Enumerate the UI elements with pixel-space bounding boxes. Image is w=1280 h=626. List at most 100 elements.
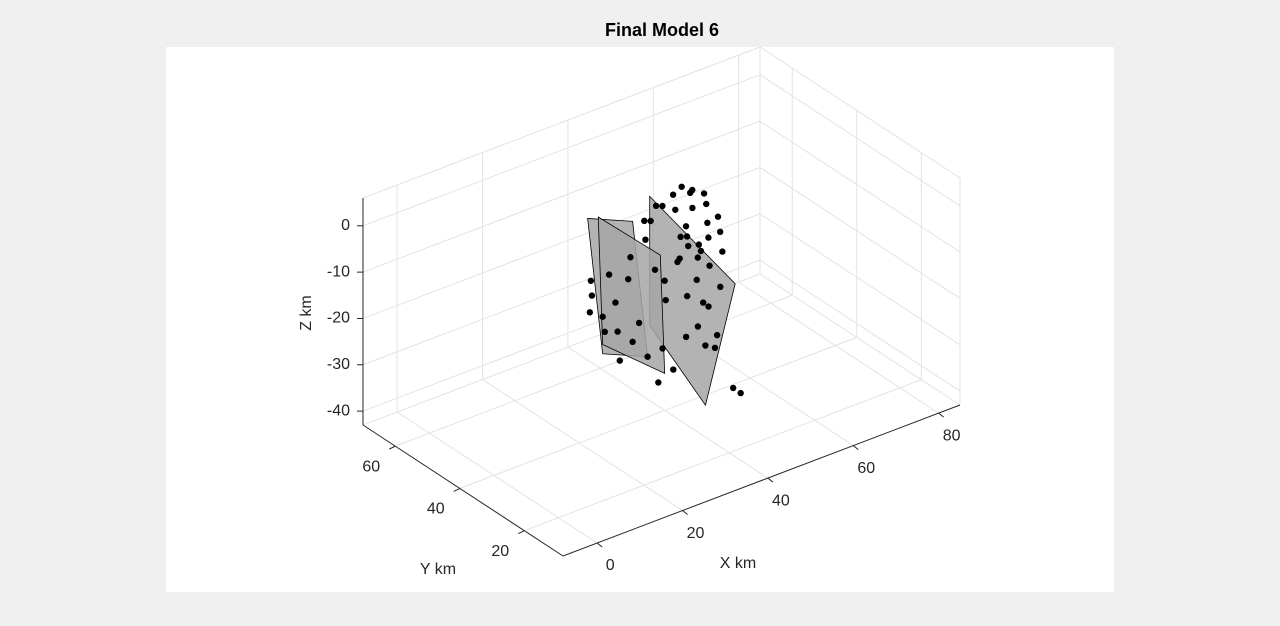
- z-tick-label: -30: [327, 356, 350, 373]
- x-tick: [682, 510, 688, 515]
- point: [702, 342, 709, 349]
- grid-line: [524, 379, 922, 532]
- point: [659, 202, 666, 210]
- box-edge: [362, 46, 761, 199]
- point: [647, 217, 654, 225]
- z-tick-label: 0: [341, 217, 350, 234]
- point: [689, 186, 696, 194]
- point: [642, 236, 649, 243]
- point: [612, 299, 619, 306]
- y-tick-label: 60: [362, 458, 380, 475]
- x-tick: [596, 542, 603, 548]
- point: [659, 345, 666, 352]
- point: [635, 319, 643, 327]
- point: [705, 234, 712, 241]
- point: [588, 292, 596, 299]
- grid-line: [738, 281, 939, 414]
- x-tick: [767, 477, 774, 483]
- x-tick-label: 60: [857, 460, 875, 477]
- grid-line: [482, 379, 683, 511]
- point: [700, 190, 708, 197]
- point: [662, 296, 669, 304]
- point: [711, 344, 719, 352]
- y-tick-label: 20: [491, 543, 509, 560]
- point: [737, 389, 744, 397]
- grid-line: [759, 167, 961, 299]
- point: [719, 248, 726, 255]
- point: [713, 331, 721, 339]
- point: [694, 323, 702, 330]
- x-tick: [938, 412, 944, 418]
- point: [674, 258, 681, 266]
- grid-line: [459, 336, 857, 489]
- y-tick-label: 40: [427, 501, 445, 518]
- point: [629, 338, 636, 346]
- point: [714, 213, 722, 220]
- point: [717, 283, 724, 291]
- grid-line: [362, 74, 761, 227]
- grid-line: [567, 346, 769, 479]
- grid-line: [759, 259, 961, 392]
- point: [614, 328, 621, 335]
- z-axis-label: Z km: [298, 295, 315, 331]
- grid-line: [759, 120, 961, 253]
- point: [661, 277, 668, 284]
- z-tick-label: -40: [327, 402, 350, 419]
- point: [677, 233, 684, 241]
- point: [672, 206, 679, 213]
- grid-line: [759, 213, 961, 346]
- point: [716, 228, 724, 236]
- point: [685, 242, 692, 250]
- point: [601, 328, 609, 336]
- x-axis: [562, 404, 961, 557]
- point: [616, 357, 624, 364]
- point: [694, 254, 701, 261]
- point: [670, 366, 677, 373]
- fault-plane: [597, 216, 666, 375]
- point: [587, 277, 595, 284]
- point: [644, 353, 651, 360]
- point: [651, 266, 659, 273]
- point: [705, 303, 712, 310]
- point: [703, 200, 710, 208]
- point: [678, 183, 685, 190]
- grid-line: [759, 74, 961, 207]
- point: [699, 299, 707, 306]
- chart-title: Final Model 6: [605, 20, 719, 40]
- point: [627, 254, 634, 261]
- x-axis-label: X km: [720, 555, 756, 572]
- point: [599, 313, 606, 320]
- point: [652, 202, 660, 210]
- x-tick-label: 20: [687, 525, 705, 542]
- x-tick-label: 80: [943, 427, 961, 444]
- grid-line: [362, 120, 761, 273]
- y-tick: [389, 445, 396, 450]
- point: [669, 191, 677, 198]
- point: [729, 384, 737, 392]
- point: [704, 219, 711, 227]
- point: [697, 247, 705, 255]
- z-tick-label: -20: [327, 310, 350, 327]
- z-tick-label: -10: [327, 263, 350, 280]
- x-tick-label: 0: [606, 557, 615, 574]
- y-axis-label: Y km: [420, 561, 456, 578]
- y-axis: [362, 424, 564, 557]
- point: [683, 292, 691, 300]
- grid-line: [362, 213, 761, 366]
- point: [706, 262, 713, 269]
- point: [682, 223, 690, 230]
- point: [586, 309, 594, 316]
- y-tick: [453, 487, 460, 492]
- box-edge: [759, 273, 961, 406]
- point: [689, 204, 696, 212]
- point: [655, 379, 662, 386]
- grid-line: [396, 411, 598, 544]
- point: [682, 333, 690, 341]
- point: [605, 271, 613, 278]
- point: [641, 217, 648, 225]
- x-tick: [852, 445, 859, 450]
- point: [683, 233, 691, 240]
- point: [695, 241, 703, 248]
- x-tick-label: 40: [772, 492, 790, 509]
